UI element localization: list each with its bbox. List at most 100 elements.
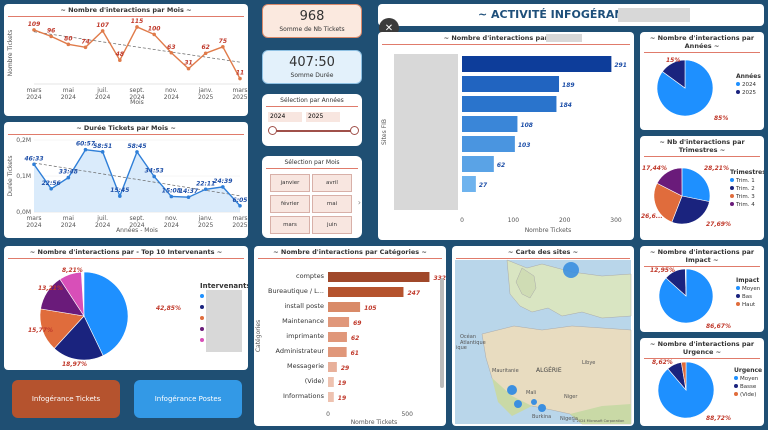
data-point — [100, 150, 105, 154]
legend-swatch — [200, 305, 204, 309]
year-slider-track[interactable] — [272, 130, 354, 132]
pie-slice — [59, 271, 85, 318]
x-tick-label: 2024 — [164, 94, 179, 101]
data-label: 88,72% — [706, 415, 731, 422]
data-label: 107 — [96, 22, 109, 29]
chart-title: ~ Nombre d'interactions par Années ~ — [640, 34, 764, 53]
map-canvas[interactable]: Océan Atlantique ique ALGÉRIE Mauritanie… — [452, 246, 634, 426]
kpi-nb-tickets: 968 Somme de Nb Tickets — [262, 4, 362, 38]
month-option[interactable]: avril — [312, 174, 352, 192]
year-from-input[interactable]: 2024 — [268, 112, 302, 122]
bar — [462, 176, 476, 192]
bar — [328, 362, 337, 372]
data-point — [83, 45, 88, 50]
month-option[interactable]: janvier — [270, 174, 310, 192]
category-label: imprimante — [286, 332, 324, 340]
scrollbar[interactable] — [440, 278, 444, 388]
kpi-label: Somme de Nb Tickets — [279, 26, 345, 33]
data-label: 60:57 — [76, 141, 96, 148]
data-label: 80 — [64, 35, 72, 42]
year-to-input[interactable]: 2025 — [306, 112, 340, 122]
data-label: 24:39 — [213, 178, 232, 185]
chart-title: ~ Durée Tickets par Mois ~ — [4, 124, 248, 135]
legend-label: (Vide) — [740, 392, 756, 398]
x-tick-label: 500 — [401, 411, 413, 418]
legend-label: Trim. 4 — [735, 202, 755, 208]
slicer-mois[interactable]: Sélection par Mois janvier avril février… — [262, 156, 362, 238]
data-label: 62 — [201, 44, 209, 51]
legend-swatch — [736, 90, 740, 94]
legend-swatch — [200, 316, 204, 320]
bar — [462, 76, 560, 92]
legend-swatch — [736, 302, 740, 306]
chart-title: ~ Nombre d'interactions par Mois ~ — [4, 6, 248, 17]
infogerance-postes-button[interactable]: Infogérance Postes — [134, 380, 242, 418]
map-sites[interactable]: ~ Carte des sites ~ Océan Atlantique iqu… — [452, 246, 634, 426]
data-label: 63 — [167, 44, 175, 51]
category-label: Informations — [283, 392, 325, 400]
infogerance-tickets-button[interactable]: Infogérance Tickets — [12, 380, 120, 418]
data-label: 31 — [184, 60, 192, 67]
legend-title: Urgence — [734, 367, 762, 374]
x-tick-label: 0 — [460, 217, 464, 224]
legend-label: Basse — [740, 384, 757, 390]
data-label: 46:33 — [24, 155, 43, 162]
year-slider-handle-left[interactable] — [268, 126, 277, 135]
svg-text:ique: ique — [456, 345, 467, 351]
bar-chart: Sites FIB 291 189 184 108 103 62 27 0 100 200 300 No… — [381, 54, 627, 234]
data-label: 26,6... — [641, 213, 663, 220]
bar — [328, 272, 430, 282]
slicer-annees[interactable]: Sélection par Années 2024 2025 — [262, 94, 362, 146]
data-label: 75 — [219, 38, 227, 45]
x-tick-label: 2024 — [129, 222, 144, 229]
x-tick-label: 2025 — [198, 222, 213, 229]
category-label: Administrateur — [276, 347, 325, 355]
data-point — [186, 195, 191, 200]
legend-swatch — [200, 327, 204, 331]
chart-title: ~ Nombre d'interactions par Catégories ~ — [254, 248, 446, 259]
data-label: 33:48 — [59, 169, 78, 176]
pie-chart: 88,72% 8,62% Urgence Moyen Basse (Vide) — [652, 359, 762, 422]
data-point — [66, 175, 71, 180]
data-label: 8,21% — [62, 267, 83, 274]
legend-swatch — [200, 338, 204, 342]
data-label: 15% — [666, 57, 680, 64]
x-axis-label: Nombre Tickets — [351, 419, 398, 426]
data-point — [32, 28, 36, 32]
data-label: 34:53 — [145, 167, 164, 174]
pie-chart: 42,85% 18,97% 15,77% 13,21% 8,21% Intervenant… — [28, 267, 248, 368]
legend-label: Trim. 2 — [735, 186, 755, 192]
month-option[interactable]: février — [270, 195, 310, 213]
data-point — [83, 147, 88, 152]
month-option[interactable]: mars — [270, 216, 310, 234]
data-label: 69 — [353, 320, 361, 327]
x-tick-label: 0 — [326, 411, 330, 418]
chart-par-annees: ~ Nombre d'interactions par Années ~ 85%… — [640, 32, 764, 130]
month-option[interactable]: juin — [312, 216, 352, 234]
data-point — [118, 194, 122, 198]
data-point — [203, 187, 208, 192]
x-tick-label: mars — [26, 87, 41, 94]
bar — [462, 56, 612, 72]
bar — [462, 116, 518, 132]
data-point — [169, 194, 174, 199]
pie-chart: 86,67% 12,95% Impact Moyen Bas Haut — [650, 267, 761, 330]
chevron-right-icon[interactable]: › — [357, 198, 361, 207]
month-option[interactable]: mai — [312, 195, 352, 213]
x-tick-label: 2025 — [232, 222, 247, 229]
svg-text:ALGÉRIE: ALGÉRIE — [536, 366, 562, 374]
kpi-duree: 407:50 Somme Durée — [262, 50, 362, 84]
line-chart: Nombre Ticketsmars2024mai2024juil.2024se… — [7, 18, 248, 106]
chart-duree-par-mois: ~ Durée Tickets par Mois ~ 0,0M 0,1M 0,2M D… — [4, 122, 248, 238]
legend-label: 2024 — [742, 82, 756, 88]
x-tick-label: juil. — [96, 87, 108, 94]
category-label: Bureautique / L... — [268, 287, 324, 295]
x-tick-label: mars — [232, 87, 247, 94]
year-slider-handle-right[interactable] — [350, 126, 359, 135]
chart-title: ~ Carte des sites ~ — [452, 248, 634, 259]
x-tick-label: 2025 — [198, 94, 213, 101]
data-label: 105 — [364, 305, 377, 312]
svg-text:Atlantique: Atlantique — [460, 340, 486, 346]
svg-text:Nigeria: Nigeria — [560, 416, 578, 422]
chart-top10-intervenants: ~ Nombre d'interactions par - Top 10 Int… — [4, 246, 248, 370]
